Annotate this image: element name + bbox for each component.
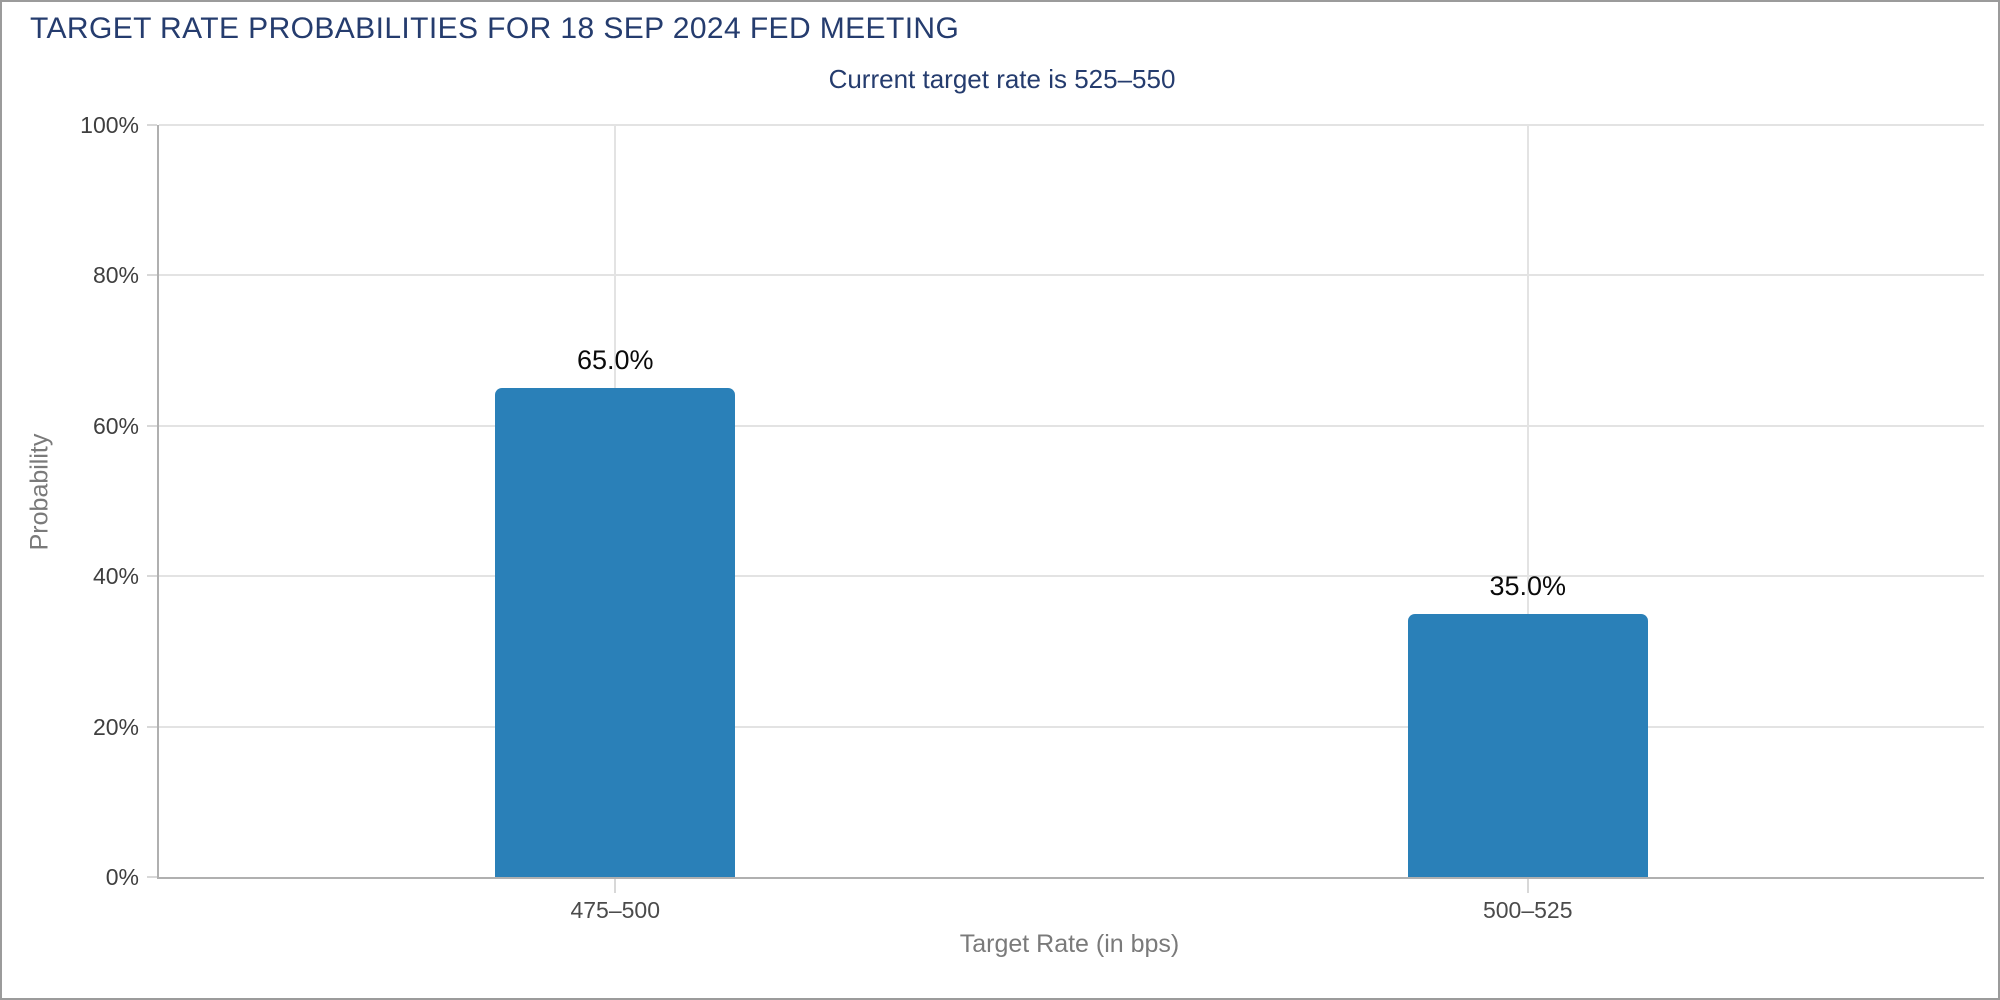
bar (1407, 613, 1648, 877)
y-tick-mark (147, 274, 157, 277)
horizontal-gridline (159, 124, 1984, 126)
y-tick-mark (147, 725, 157, 728)
chart-subtitle: Current target rate is 525–550 (828, 64, 1176, 94)
y-axis-title: Probability (25, 433, 54, 551)
chart-title: TARGET RATE PROBABILITIES FOR 18 SEP 202… (30, 12, 960, 45)
y-tick-mark (147, 124, 157, 126)
bar-value-label: 65.0% (576, 345, 654, 376)
y-tick-label: 100% (80, 112, 139, 138)
x-tick-label: 500–525 (1482, 897, 1573, 923)
vertical-gridline (1526, 125, 1529, 877)
bar (495, 388, 736, 877)
plot-area: 0% 20% 40% 60% 80% 100% 65.0% 475–500 35.0% 500–5… (80, 112, 1984, 923)
horizontal-gridline (159, 424, 1984, 427)
y-tick-mark (147, 575, 157, 578)
horizontal-gridline (159, 575, 1984, 578)
horizontal-gridline (159, 725, 1984, 728)
bar-value-label: 35.0% (1489, 570, 1567, 601)
y-tick-label: 80% (92, 262, 139, 289)
y-tick-label: 40% (92, 563, 139, 590)
x-tick-mark (1526, 879, 1529, 893)
y-tick-label: 20% (92, 713, 139, 740)
y-tick-mark (147, 876, 157, 878)
y-tick-label: 0% (105, 864, 139, 890)
y-tick-label: 60% (92, 412, 139, 439)
y-tick-mark (147, 424, 157, 427)
horizontal-gridline (159, 274, 1984, 277)
x-axis-title: Target Rate (in bps) (959, 930, 1180, 958)
x-tick-label: 475–500 (570, 897, 661, 923)
x-tick-mark (614, 879, 617, 893)
